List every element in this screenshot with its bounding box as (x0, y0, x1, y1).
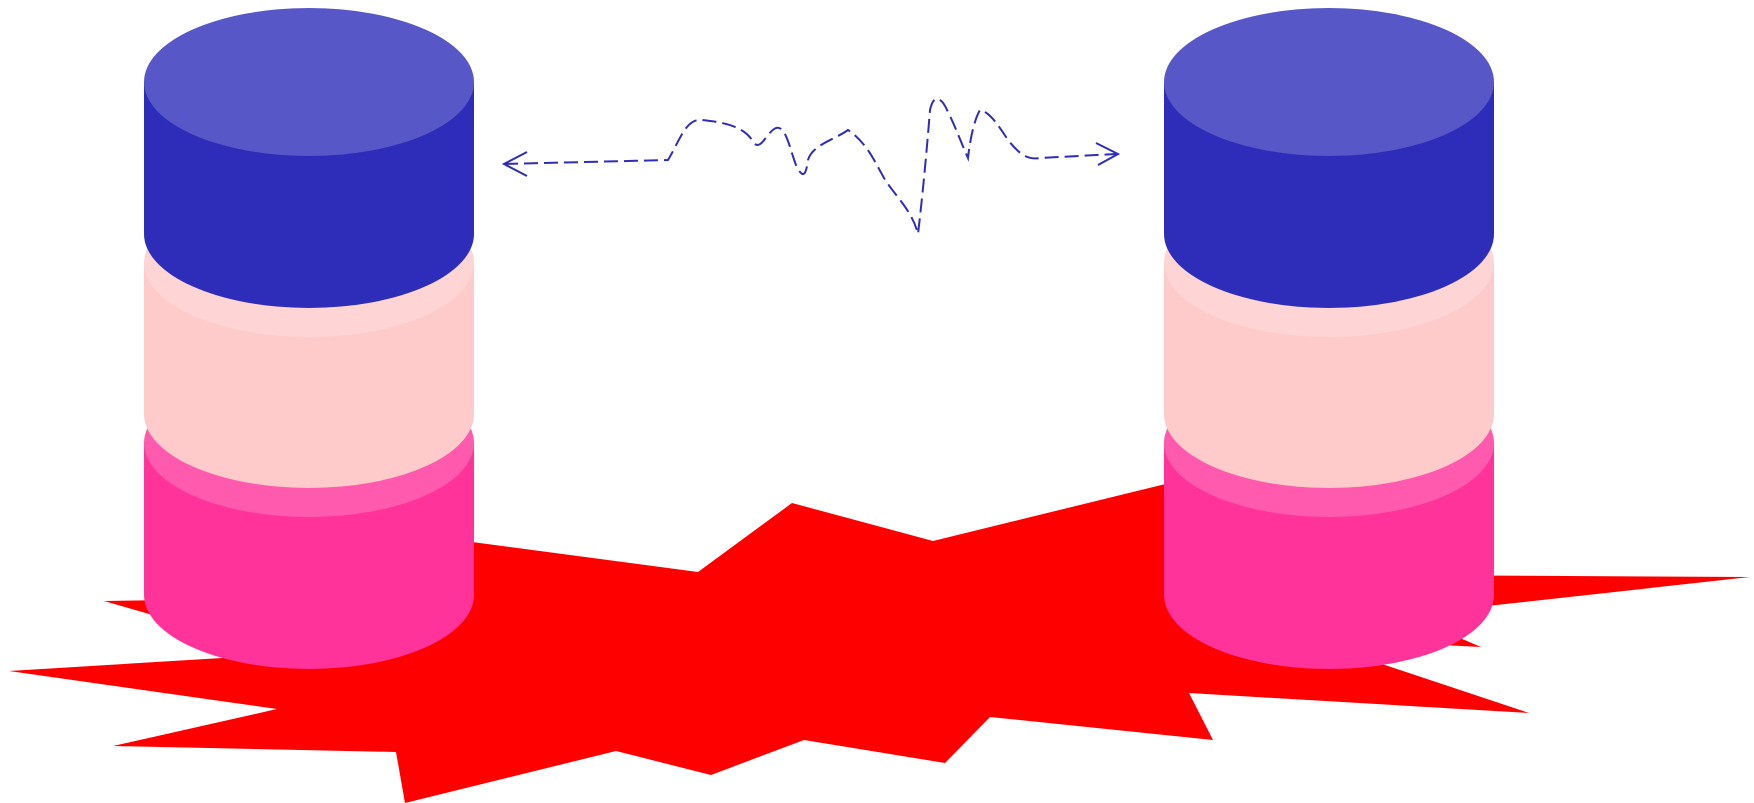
connector-line (503, 98, 1117, 235)
right-stack-top-layer (1164, 8, 1494, 308)
left-stack-top-layer (144, 8, 474, 308)
right-database-stack (1164, 8, 1494, 669)
left-database-stack (144, 8, 474, 669)
left-arrowhead (501, 151, 528, 177)
right-arrowhead (1095, 142, 1121, 166)
network-connection-arrow (501, 98, 1121, 235)
